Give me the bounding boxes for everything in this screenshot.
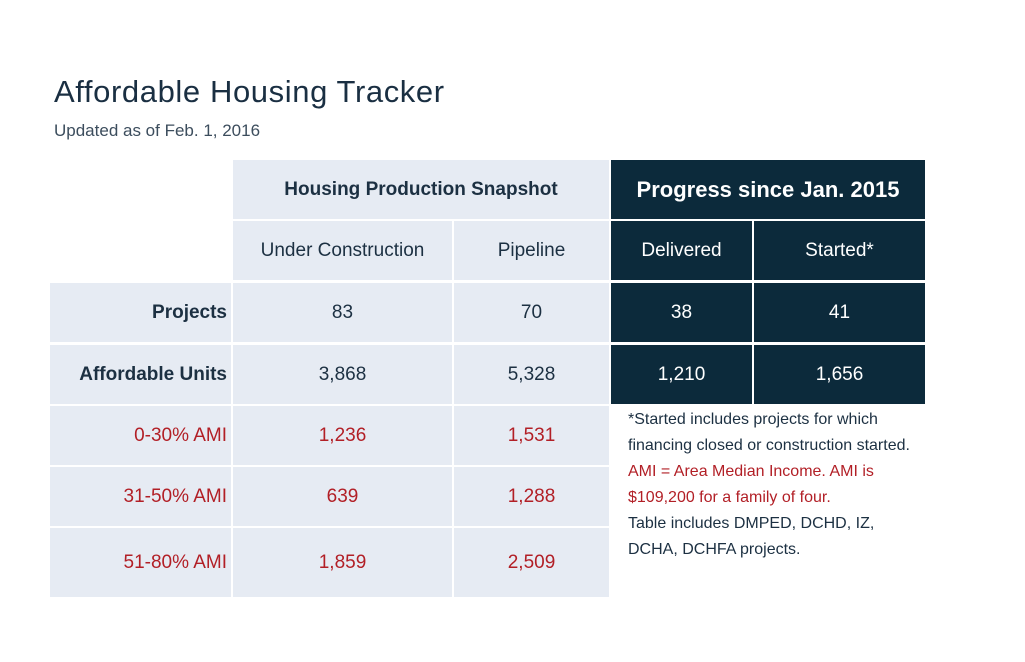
row-label-ami-0-30: 0-30% AMI: [50, 406, 231, 465]
col-header-delivered: Delivered: [611, 221, 752, 280]
units-under-construction: 3,868: [233, 345, 452, 404]
projects-started: 41: [754, 283, 925, 342]
updated-date: Updated as of Feb. 1, 2016: [54, 121, 261, 140]
row-label-affordable-units: Affordable Units: [50, 345, 231, 404]
projects-pipeline: 70: [454, 283, 609, 342]
note-started: *Started includes projects for which fin…: [628, 411, 910, 454]
col-header-pipeline: Pipeline: [454, 221, 609, 280]
progress-header: Progress since Jan. 2015: [611, 160, 925, 219]
note-sources: Table includes DMPED, DCHD, IZ, DCHA, DC…: [628, 515, 875, 558]
projects-under-construction: 83: [233, 283, 452, 342]
projects-delivered: 38: [611, 283, 752, 342]
row-label-projects: Projects: [50, 283, 231, 342]
units-started: 1,656: [754, 345, 925, 404]
note-ami: AMI = Area Median Income. AMI is $109,20…: [628, 463, 874, 506]
page-title: Affordable Housing Tracker: [54, 74, 445, 109]
ami-51-80-pipeline: 2,509: [454, 528, 609, 597]
col-header-under-construction: Under Construction: [233, 221, 452, 280]
row-label-ami-51-80: 51-80% AMI: [50, 528, 231, 597]
units-delivered: 1,210: [611, 345, 752, 404]
ami-31-50-under-construction: 639: [233, 467, 452, 526]
col-header-started: Started*: [754, 221, 925, 280]
ami-0-30-pipeline: 1,531: [454, 406, 609, 465]
ami-31-50-pipeline: 1,288: [454, 467, 609, 526]
row-label-ami-31-50: 31-50% AMI: [50, 467, 231, 526]
ami-51-80-under-construction: 1,859: [233, 528, 452, 597]
footnotes: *Started includes projects for which fin…: [628, 407, 928, 563]
ami-0-30-under-construction: 1,236: [233, 406, 452, 465]
units-pipeline: 5,328: [454, 345, 609, 404]
snapshot-header: Housing Production Snapshot: [233, 160, 609, 219]
